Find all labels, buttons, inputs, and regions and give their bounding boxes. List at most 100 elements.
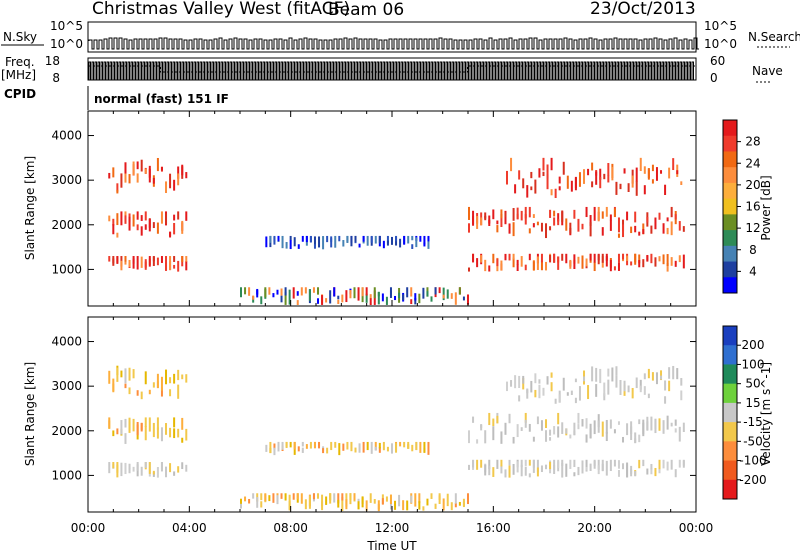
- scatter-mark: [305, 444, 308, 449]
- scatter-mark: [173, 373, 176, 384]
- scatter-mark: [609, 459, 612, 472]
- nave-label: Nave: [752, 64, 783, 78]
- scatter-mark: [321, 494, 324, 507]
- scatter-mark: [516, 424, 519, 438]
- scatter-mark: [634, 211, 637, 223]
- scatter-mark: [642, 259, 645, 268]
- scatter-mark: [619, 380, 622, 395]
- scatter-mark: [516, 461, 519, 473]
- scatter-mark: [622, 224, 625, 238]
- scatter-mark: [638, 459, 641, 469]
- scatter-mark: [144, 224, 147, 230]
- scatter-mark: [682, 460, 685, 468]
- scatter-mark: [626, 211, 629, 221]
- scatter-mark: [276, 289, 279, 295]
- scatter-mark: [244, 287, 247, 295]
- scatter-mark: [366, 235, 369, 246]
- scatter-mark: [124, 256, 127, 262]
- scatter-mark: [411, 444, 414, 452]
- scatter-mark: [173, 256, 176, 262]
- power-y-ticks: 1000 2000 3000 4000: [51, 129, 696, 276]
- scatter-mark: [169, 173, 172, 189]
- scatter-mark: [173, 222, 176, 235]
- scatter-mark: [426, 291, 429, 297]
- scatter-mark: [504, 422, 507, 435]
- scatter-mark: [672, 365, 675, 380]
- scatter-mark: [185, 172, 188, 179]
- scatter-mark: [546, 164, 549, 179]
- scatter-mark: [678, 426, 681, 442]
- scatter-mark: [643, 386, 646, 395]
- scatter-mark: [385, 496, 388, 502]
- scatter-mark: [538, 168, 541, 178]
- velocity-colorbar: 200 100 50 15 -15 -50 -100 -200: [722, 325, 767, 500]
- scatter-mark: [488, 215, 491, 226]
- scatter-mark: [534, 373, 537, 384]
- scatter-mark: [140, 215, 143, 221]
- scatter-mark: [330, 441, 333, 451]
- x-tick-label: 00:00: [679, 521, 714, 535]
- scatter-mark: [293, 441, 296, 450]
- scatter-mark: [273, 447, 276, 456]
- scatter-mark: [361, 287, 364, 297]
- scatter-mark: [561, 253, 564, 261]
- scatter-mark: [605, 431, 608, 442]
- scatter-mark: [252, 295, 255, 300]
- scatter-mark: [284, 291, 287, 305]
- scatter-mark: [390, 236, 393, 245]
- scatter-mark: [557, 426, 560, 438]
- scatter-mark: [545, 464, 548, 470]
- scatter-mark: [365, 293, 368, 303]
- scatter-mark: [617, 217, 620, 233]
- scatter-mark: [601, 227, 604, 236]
- scatter-mark: [116, 428, 119, 435]
- colorbar-tick-label: 4: [749, 264, 757, 278]
- scatter-mark: [566, 392, 569, 396]
- scatter-mark: [540, 222, 543, 232]
- scatter-mark: [112, 430, 115, 437]
- scatter-mark: [181, 164, 184, 176]
- scatter-mark: [538, 384, 541, 399]
- scatter-mark: [370, 235, 373, 243]
- colorbar-tick-label: 28: [745, 135, 760, 149]
- scatter-mark: [670, 422, 673, 427]
- scatter-mark: [342, 240, 345, 247]
- scatter-mark: [240, 503, 242, 509]
- scatter-mark: [338, 443, 341, 456]
- scatter-mark: [545, 430, 548, 442]
- scatter-mark: [357, 287, 360, 301]
- scatter-mark: [373, 499, 376, 504]
- scatter-mark: [635, 180, 638, 196]
- scatter-mark: [536, 467, 539, 477]
- scatter-mark: [468, 267, 470, 272]
- colorbar-tick-label: 20: [745, 178, 760, 192]
- scatter-mark: [369, 294, 372, 299]
- scatter-mark: [148, 219, 151, 232]
- scatter-mark: [394, 295, 397, 301]
- scatter-mark: [454, 292, 457, 305]
- scatter-mark: [534, 389, 537, 398]
- colorbar-frame: [722, 325, 738, 500]
- scatter-mark: [524, 214, 527, 225]
- scatter-mark: [488, 459, 491, 470]
- scatter-mark: [377, 292, 380, 305]
- scatter-mark: [458, 501, 461, 506]
- scatter-mark: [268, 287, 271, 295]
- scatter-mark: [365, 500, 368, 511]
- scatter-mark: [301, 441, 304, 447]
- scatter-mark: [317, 287, 320, 295]
- freq-tick-bottom: 8: [52, 71, 60, 85]
- scatter-mark: [169, 389, 172, 397]
- scatter-mark: [520, 427, 523, 431]
- scatter-mark: [534, 179, 537, 194]
- scatter-mark: [597, 206, 600, 222]
- scatter-mark: [345, 499, 348, 510]
- scatter-mark: [488, 465, 491, 476]
- scatter-mark: [378, 442, 381, 449]
- scatter-mark: [542, 157, 545, 171]
- scatter-mark: [434, 287, 437, 295]
- scatter-mark: [395, 235, 398, 242]
- scatter-mark: [650, 416, 653, 431]
- scatter-mark: [124, 162, 127, 174]
- scatter-mark: [177, 369, 180, 381]
